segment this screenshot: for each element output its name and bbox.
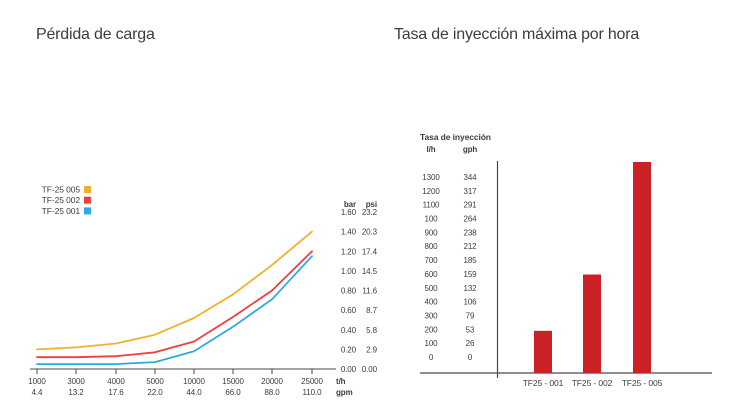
legend-label: TF-25 002 bbox=[42, 195, 81, 205]
scale-value-lh: 1300 bbox=[422, 173, 440, 182]
y-tick-psi: 0.00 bbox=[362, 365, 378, 374]
scale-value-lh: 300 bbox=[424, 311, 438, 320]
x-tick-gpm: 88.0 bbox=[264, 388, 280, 397]
scale-value-gph: 26 bbox=[466, 339, 475, 348]
x-unit-th: t/h bbox=[336, 377, 346, 386]
y-tick-psi: 23.2 bbox=[362, 208, 378, 217]
x-tick-th: 4000 bbox=[107, 377, 125, 386]
y-tick-bar: 1.40 bbox=[341, 228, 357, 237]
bar-TF25-001 bbox=[534, 330, 552, 373]
x-unit-gpm: gpm bbox=[336, 388, 353, 397]
y-tick-bar: 0.20 bbox=[341, 345, 357, 354]
scale-header-lh: l/h bbox=[426, 145, 435, 154]
scale-value-gph: 317 bbox=[463, 187, 477, 196]
scale-header-gph: gph bbox=[463, 145, 478, 154]
y-tick-bar: 0.80 bbox=[341, 287, 357, 296]
y-tick-psi: 17.4 bbox=[362, 247, 378, 256]
scale-value-gph: 0 bbox=[468, 353, 473, 362]
scale-value-gph: 264 bbox=[463, 215, 477, 224]
injection-rate-chart-title: Tasa de inyección máxima por hora bbox=[394, 26, 640, 44]
bar-category-label: TF25 - 005 bbox=[622, 378, 663, 388]
y-tick-bar: 0.40 bbox=[341, 326, 357, 335]
scale-value-lh: 600 bbox=[424, 270, 438, 279]
scale-value-lh: 800 bbox=[424, 242, 438, 251]
series-line-TF-25-001 bbox=[36, 255, 313, 366]
scale-value-lh: 700 bbox=[424, 256, 438, 265]
y-header-bar: bar bbox=[344, 200, 356, 209]
x-tick-gpm: 66.0 bbox=[225, 388, 241, 397]
x-tick-gpm: 17.6 bbox=[108, 388, 124, 397]
y-tick-bar: 1.20 bbox=[341, 247, 357, 256]
y-tick-bar: 1.00 bbox=[341, 267, 357, 276]
scale-value-gph: 344 bbox=[463, 173, 477, 182]
y-tick-psi: 2.9 bbox=[366, 345, 377, 354]
bar-TF25-005 bbox=[633, 162, 651, 373]
y-tick-psi: 5.8 bbox=[366, 326, 377, 335]
bar-category-label: TF25 - 001 bbox=[523, 378, 564, 388]
scale-value-gph: 106 bbox=[463, 298, 477, 307]
x-tick-gpm: 4.4 bbox=[32, 388, 43, 397]
head-loss-line-chart: bar psi 1.60 23.2 1.40 20.3 1.20 17.4 1.00 14.5 0.… bbox=[28, 185, 377, 398]
scale-value-lh: 1100 bbox=[423, 201, 440, 210]
scale-value-lh: 100 bbox=[424, 215, 438, 224]
y-tick-psi: 14.5 bbox=[362, 267, 378, 276]
x-tick-gpm: 22.0 bbox=[147, 388, 163, 397]
series-line-TF-25-002 bbox=[36, 250, 313, 359]
scale-value-lh: 900 bbox=[424, 228, 438, 237]
scale-header-title: Tasa de inyección bbox=[420, 132, 491, 142]
x-tick-th: 25000 bbox=[301, 377, 323, 386]
scale-value-gph: 53 bbox=[466, 325, 475, 334]
legend-swatch bbox=[84, 186, 91, 193]
x-tick-th: 5000 bbox=[146, 377, 164, 386]
scale-value-gph: 132 bbox=[463, 284, 477, 293]
scale-value-lh: 200 bbox=[424, 325, 438, 334]
y-tick-psi: 20.3 bbox=[362, 228, 378, 237]
x-tick-th: 15000 bbox=[222, 377, 244, 386]
scale-value-lh: 100 bbox=[424, 339, 438, 348]
y-tick-bar: 1.60 bbox=[341, 208, 357, 217]
series-line-TF-25-005 bbox=[36, 230, 313, 351]
bar-TF25-002 bbox=[583, 274, 601, 373]
x-tick-th: 20000 bbox=[261, 377, 283, 386]
legend-swatch bbox=[84, 196, 91, 204]
x-tick-th: 1000 bbox=[28, 377, 46, 386]
x-tick-gpm: 13.2 bbox=[68, 388, 84, 397]
y-tick-psi: 11.6 bbox=[362, 287, 377, 296]
x-tick-th: 10000 bbox=[183, 377, 205, 386]
x-tick-th: 3000 bbox=[67, 377, 85, 386]
scale-value-lh: 500 bbox=[424, 284, 438, 293]
scale-value-lh: 1200 bbox=[422, 187, 440, 196]
head-loss-chart-title: Pérdida de carga bbox=[36, 26, 155, 44]
y-tick-bar: 0.60 bbox=[341, 306, 357, 315]
scale-value-gph: 185 bbox=[463, 256, 477, 265]
scale-value-gph: 79 bbox=[466, 311, 475, 320]
scale-value-lh: 400 bbox=[424, 298, 438, 307]
scale-value-lh: 0 bbox=[429, 353, 434, 362]
x-tick-gpm: 44.0 bbox=[186, 388, 202, 397]
legend-label: TF-25 005 bbox=[42, 185, 81, 195]
scale-value-gph: 291 bbox=[463, 201, 477, 210]
scale-value-gph: 238 bbox=[463, 228, 477, 237]
y-header-psi: psi bbox=[366, 200, 377, 209]
y-tick-psi: 8.7 bbox=[366, 306, 377, 315]
bar-category-label: TF25 - 002 bbox=[572, 378, 613, 388]
injection-rate-bar-chart: Tasa de inyección l/h gph 1300 344 1200 317 110… bbox=[420, 132, 712, 388]
legend-label: TF-25 001 bbox=[42, 206, 81, 216]
x-tick-gpm: 110.0 bbox=[303, 388, 323, 397]
y-tick-bar: 0.00 bbox=[341, 365, 357, 374]
legend-swatch bbox=[84, 207, 91, 215]
scale-value-gph: 159 bbox=[463, 270, 477, 279]
scale-value-gph: 212 bbox=[463, 242, 477, 251]
